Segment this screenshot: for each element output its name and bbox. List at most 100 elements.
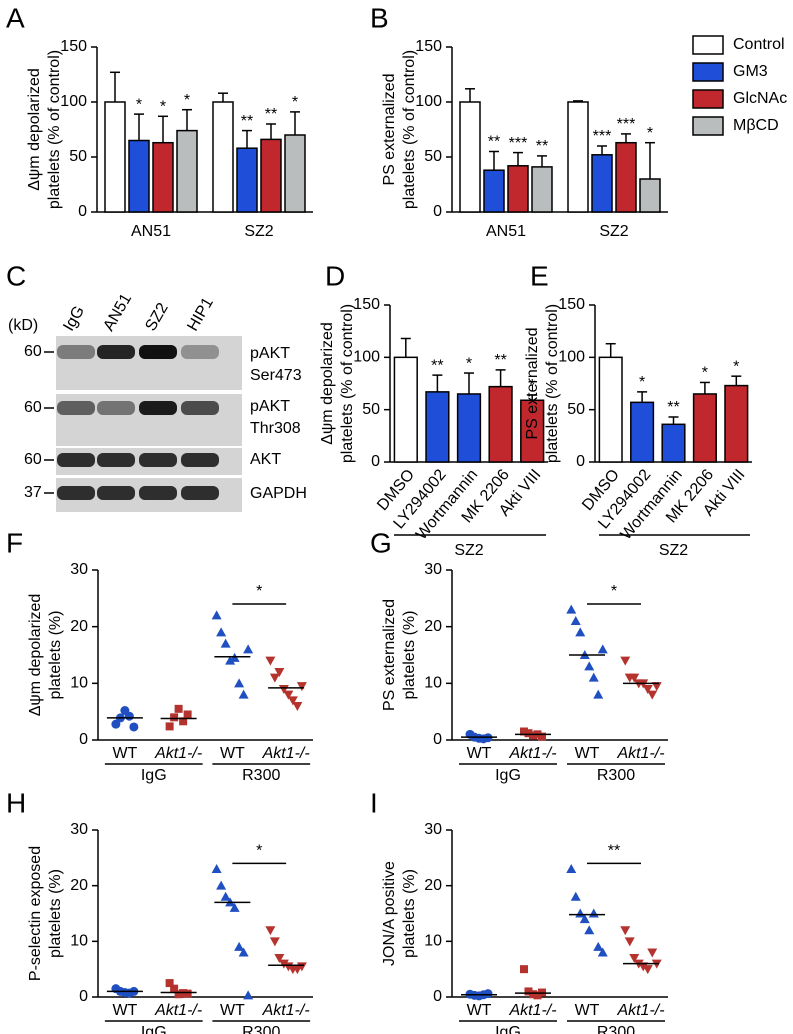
point [647,690,658,700]
y-tick-label: 30 [424,821,442,838]
bar [104,101,126,213]
point [269,673,280,683]
bar [152,141,174,213]
bar [598,356,623,463]
x-tick-label: WT [575,1002,600,1019]
point [570,616,581,625]
point [278,959,289,969]
bar [724,384,749,463]
group-label: R300 [242,1024,280,1034]
bar [393,356,418,463]
point [225,655,236,665]
group-label: IgG [141,767,167,784]
point [238,689,249,699]
point [269,937,280,947]
x-tick-label: Akt1-/- [262,1002,310,1019]
y-tick-label: 150 [60,38,87,55]
blot-band [139,453,177,467]
point [575,627,586,637]
y-axis-label: Δψm depolarized [319,322,336,445]
significance: ** [431,357,443,374]
point [651,682,662,692]
bar [692,393,717,463]
y-axis-label: platelets (%) [401,611,418,700]
point [183,710,192,719]
point [211,610,222,620]
point [124,711,134,721]
point [292,702,303,711]
point [584,661,595,671]
y-axis-label: platelets (%) [47,611,64,700]
y-axis-label: JON/A positive [381,861,398,966]
bar [459,101,481,213]
point [179,717,188,726]
blot-band [57,486,95,500]
bar [639,178,661,213]
point [520,727,528,736]
point [638,962,649,972]
point [570,891,581,901]
group-label: SZ2 [454,542,483,559]
row-label: pAKT [250,345,290,362]
y-axis-label: PS externalized [381,73,398,185]
y-tick-label: 20 [424,877,442,894]
row-label: AKT [250,451,281,468]
point [520,965,528,974]
marker-label: 60 [24,399,42,416]
y-tick-label: 30 [70,561,88,578]
significance: *** [509,135,528,152]
row-label: pAKT [250,398,290,415]
y-axis-label: platelets (% of control) [544,304,561,463]
y-tick-label: 10 [70,933,88,950]
point [220,891,231,901]
point [296,682,307,692]
point [265,656,276,666]
point [216,880,227,890]
significance: * [136,96,142,113]
bar [176,129,198,213]
bar [425,391,450,463]
panel-letter: E [530,260,549,291]
bar [630,401,655,463]
y-tick-label: 20 [70,877,88,894]
significance: ** [536,138,548,155]
row-label: Ser473 [250,367,302,384]
point [220,638,231,648]
y-tick-label: 20 [424,618,442,635]
bar [531,166,553,213]
panel-letter: I [370,787,378,818]
point [111,719,121,729]
significance: * [611,583,617,600]
y-axis-label: P-selectin exposed [27,846,44,981]
significance: * [256,843,262,860]
y-axis-label: Δψm depolarized [26,68,43,191]
marker-label: 60 [24,343,42,360]
point [524,987,533,996]
x-tick-label: WT [112,1002,137,1019]
significance: * [702,365,708,382]
point [624,937,635,947]
y-tick-label: 150 [558,296,585,313]
x-tick-label: WT [220,745,245,762]
point [234,678,245,688]
panel-letter: C [6,260,26,291]
y-axis-label: platelets (% of control) [401,50,418,209]
point [529,731,537,740]
y-axis-label: PS externalized [524,327,541,439]
y-tick-label: 50 [424,148,442,165]
point [174,704,183,713]
bar [483,169,505,213]
bar [488,385,513,463]
y-axis-label: Δψm depolarized [27,594,44,717]
blot-band [181,401,219,415]
point [129,722,139,732]
point [620,656,631,666]
point [579,914,590,924]
y-tick-label: 0 [78,203,87,220]
significance: * [292,94,298,111]
x-tick-label: WT [112,745,137,762]
significance: *** [617,116,636,133]
x-tick-label: SZ2 [599,223,628,240]
lane-label: HIP1 [184,295,217,334]
